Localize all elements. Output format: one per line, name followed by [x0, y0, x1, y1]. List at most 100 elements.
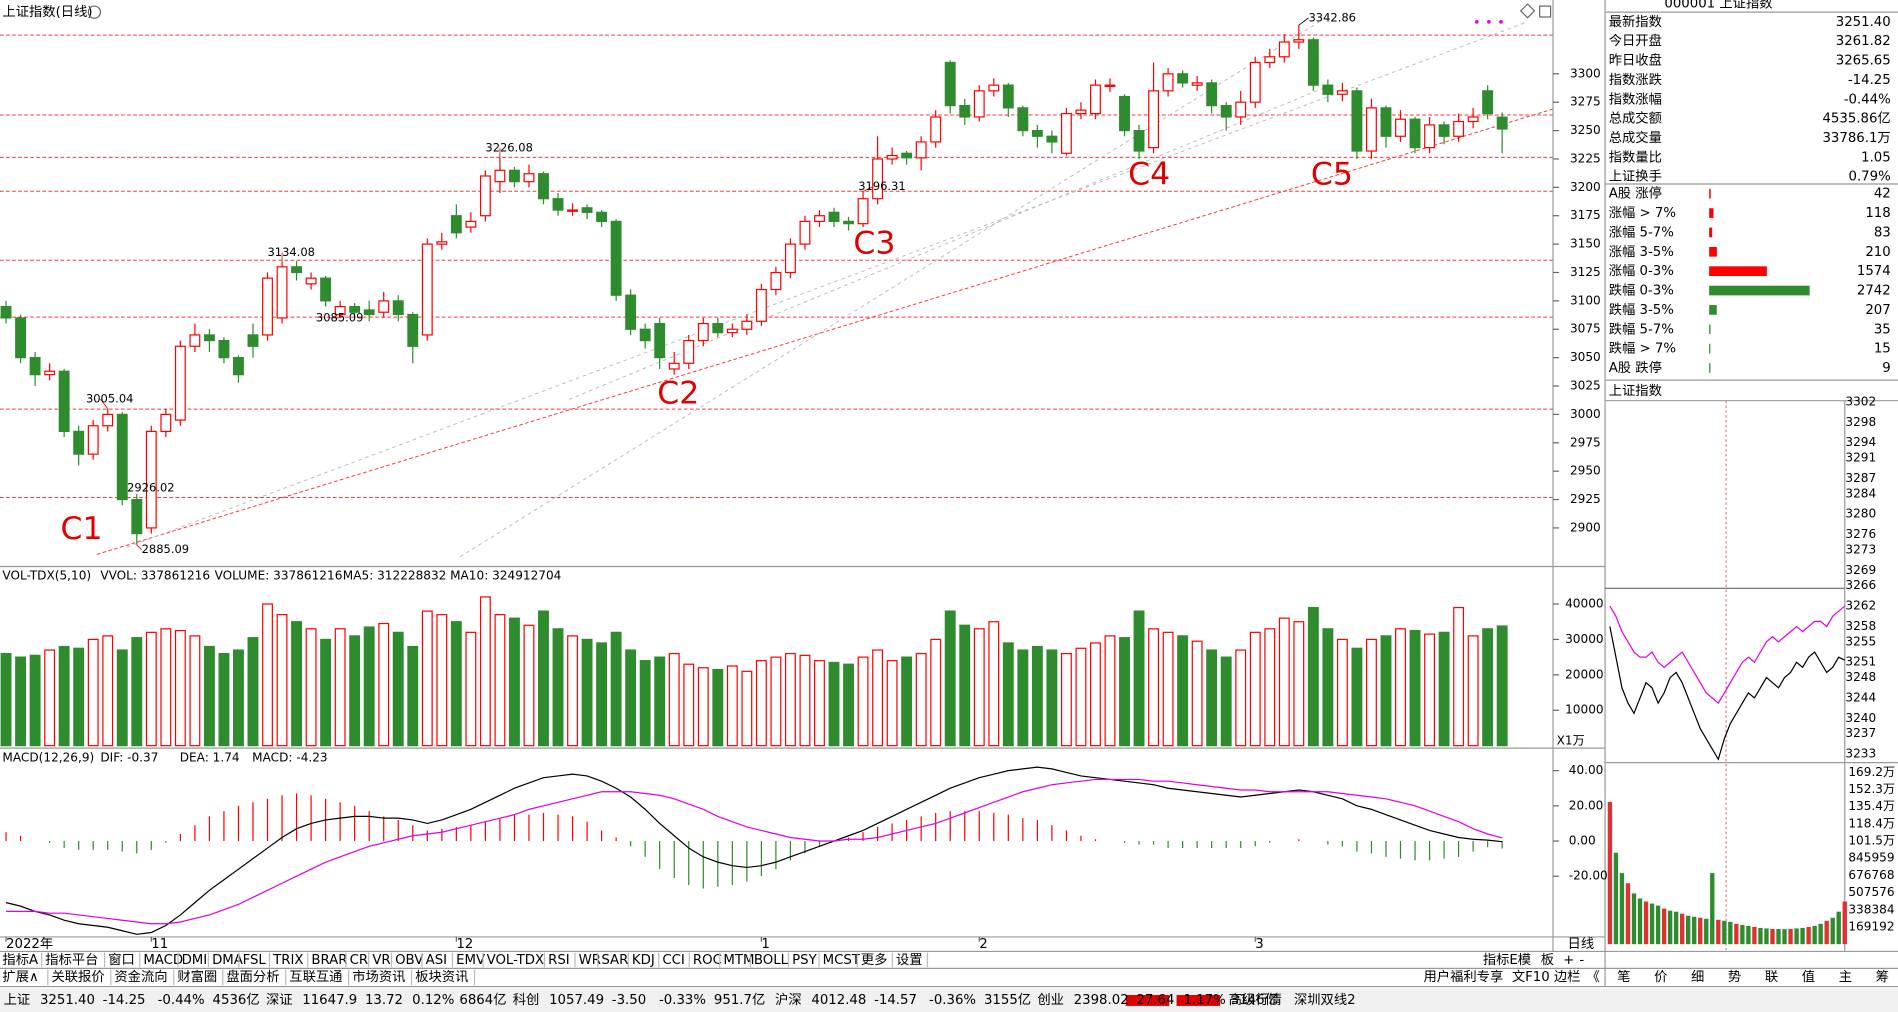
intraday-volume-bar: [1649, 903, 1655, 945]
status-item: 1057.49: [549, 993, 604, 1008]
y-tick-label: 3300: [1570, 66, 1601, 80]
volume-bar: [1075, 647, 1087, 747]
indicator-tab[interactable]: SAR: [601, 953, 628, 968]
panel-tab[interactable]: 主: [1839, 969, 1852, 985]
indicator-tab[interactable]: 窗口: [108, 951, 135, 968]
bottom-tab[interactable]: 用户福利专享: [1423, 968, 1503, 985]
candle-body: [1336, 90, 1348, 95]
indicator-tab[interactable]: 指标平台: [45, 952, 98, 968]
indicator-tab[interactable]: KDJ: [632, 953, 655, 968]
candle-body: [1496, 116, 1508, 130]
y-tick-label: 3294: [1845, 435, 1876, 449]
volume-bar: [1104, 635, 1116, 747]
bottom-tab[interactable]: 互联互通: [289, 969, 342, 985]
indicator-tab[interactable]: MTM: [723, 953, 754, 968]
panel-tab[interactable]: 笔: [1617, 969, 1630, 985]
indicator-tab[interactable]: TRIX: [272, 953, 303, 968]
bottom-tab[interactable]: 《: [1587, 970, 1600, 985]
indicator-tab[interactable]: BOLL: [754, 953, 789, 968]
indicator-tab[interactable]: WR: [579, 953, 601, 968]
volume-bar: [1119, 637, 1130, 747]
volume-bar: [247, 637, 259, 747]
title-menu-icon[interactable]: [87, 5, 102, 19]
indicator-tab[interactable]: 指标A: [2, 952, 38, 968]
volume-title: VOL-TDX(5,10): [2, 569, 91, 583]
indicator-tab[interactable]: ASI: [426, 953, 447, 968]
indicator-tab[interactable]: 更多: [861, 951, 888, 968]
volume-bar: [276, 614, 288, 747]
candle-body: [538, 173, 549, 200]
indicator-tab[interactable]: +: [1563, 953, 1574, 968]
bottom-tab[interactable]: 盘面分析: [226, 968, 279, 985]
panel-tab[interactable]: 值: [1802, 969, 1815, 985]
indicator-tab[interactable]: 设置: [896, 952, 923, 968]
volume-bar: [305, 628, 317, 747]
indicator-tab[interactable]: DMA: [212, 953, 243, 968]
panel-tab[interactable]: 价: [1654, 970, 1667, 985]
bottom-tab[interactable]: 边栏: [1554, 969, 1581, 985]
indicator-tab[interactable]: RSI: [548, 953, 570, 968]
y-tick-label: 3262: [1845, 599, 1876, 613]
window-icon[interactable]: [1539, 5, 1552, 18]
indicator-tab[interactable]: 指标E模: [1483, 952, 1531, 968]
status-item: 27.64: [1136, 993, 1174, 1008]
legend-entry: MACD: -4.23: [252, 750, 327, 764]
indicator-tab[interactable]: BRAR: [311, 953, 347, 968]
y-tick-label: 3258: [1845, 619, 1876, 633]
candle-body: [1002, 84, 1014, 109]
bottom-tab[interactable]: 文F10: [1512, 969, 1550, 985]
candle-body: [29, 357, 41, 376]
y-tick-label: 2925: [1570, 492, 1601, 506]
y-tick-label: 169.2万: [1848, 765, 1895, 779]
indicator-tab[interactable]: ROC: [693, 953, 722, 968]
panel-tab[interactable]: 细: [1691, 969, 1704, 985]
intraday-volume-bar: [1800, 927, 1805, 945]
indicator-tab[interactable]: VR: [372, 953, 390, 968]
indicator-tab[interactable]: OBV: [395, 953, 423, 968]
indicator-tab[interactable]: EMV: [456, 953, 485, 968]
candle-body: [1409, 118, 1421, 149]
indicator-tab[interactable]: MACD: [143, 953, 183, 968]
annotation-pointer: [136, 544, 142, 550]
bottom-tab[interactable]: 资金流向: [114, 969, 167, 985]
candle-body: [901, 152, 913, 159]
indicator-tab[interactable]: PSY: [792, 953, 817, 968]
panel-tab[interactable]: 势: [1728, 969, 1741, 985]
volume-bar: [1177, 635, 1189, 747]
panel-tab[interactable]: 联: [1765, 969, 1778, 985]
volume-bar: [741, 670, 753, 747]
indicator-tab[interactable]: VOL-TDX: [487, 953, 545, 968]
y-tick-label: 3291: [1845, 451, 1876, 465]
indicator-tab[interactable]: DMI: [182, 953, 208, 968]
volume-bar: [421, 610, 433, 747]
bottom-tab[interactable]: 市场资讯: [352, 968, 405, 985]
volume-bar: [1002, 642, 1014, 747]
bottom-tab[interactable]: 关联报价: [51, 969, 104, 985]
candle-body: [334, 305, 346, 316]
candle-body: [508, 169, 520, 183]
volume-bar: [1031, 645, 1043, 747]
indicator-tab[interactable]: MCST: [823, 953, 861, 968]
candle-body: [639, 328, 651, 342]
bottom-tab[interactable]: 财富圈: [177, 968, 217, 985]
intraday-volume-bar: [1806, 926, 1811, 945]
indicator-tab[interactable]: CR: [350, 953, 369, 968]
stat-label: 总成交量: [1609, 129, 1662, 146]
volume-bar: [639, 660, 651, 747]
panel-tab[interactable]: 筹: [1876, 968, 1889, 985]
period-tab[interactable]: 日线: [1568, 936, 1595, 952]
diamond-icon[interactable]: [1519, 3, 1536, 19]
volume-bar: [349, 635, 361, 747]
indicator-tab[interactable]: -: [1579, 953, 1584, 968]
volume-bar: [1336, 638, 1348, 747]
indicator-tab[interactable]: CCI: [662, 953, 685, 968]
volume-bar: [116, 649, 128, 747]
y-tick-label: 101.5万: [1848, 834, 1895, 848]
indicator-tab[interactable]: 板: [1541, 952, 1554, 968]
price-annotation: 2926.02: [127, 480, 174, 494]
bottom-tab[interactable]: 板块资讯: [415, 969, 468, 985]
indicator-tab[interactable]: FSL: [243, 953, 267, 968]
intraday-volume-bar: [1734, 923, 1739, 945]
bottom-tab[interactable]: 扩展∧: [2, 969, 38, 985]
